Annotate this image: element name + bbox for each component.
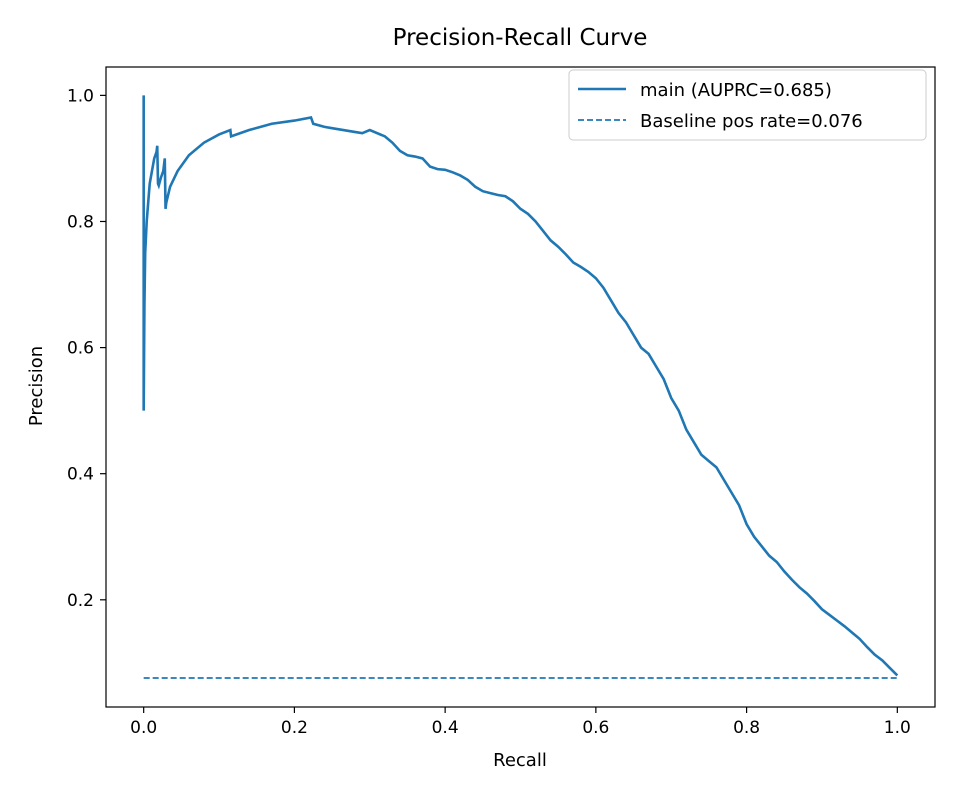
y-tick-label: 0.6 (67, 339, 94, 359)
series-line-main (142, 95, 899, 677)
x-tick-label: 0.8 (733, 718, 760, 738)
x-axis-label: Recall (493, 750, 547, 771)
x-tick-label: 0.0 (130, 718, 157, 738)
legend-label-baseline: Baseline pos rate=0.076 (640, 111, 863, 132)
y-axis-label: Precision (26, 346, 47, 426)
y-tick-label: 0.4 (67, 465, 94, 485)
plot-area (105, 66, 936, 708)
x-axis-ticks: 0.0 0.2 0.4 0.6 0.8 1.0 (130, 707, 911, 738)
y-tick-label: 0.2 (67, 591, 94, 611)
axes-frame (105, 66, 936, 708)
chart-title: Precision-Recall Curve (393, 25, 648, 51)
y-tick-label: 0.8 (67, 212, 94, 232)
legend: main (AUPRC=0.685) Baseline pos rate=0.0… (568, 69, 927, 141)
x-tick-label: 1.0 (884, 718, 911, 738)
x-tick-label: 0.6 (582, 718, 609, 738)
legend-box (568, 69, 927, 141)
y-axis-ticks: 0.2 0.4 0.6 0.8 1.0 (67, 86, 106, 611)
x-tick-label: 0.4 (432, 718, 459, 738)
legend-label-main: main (AUPRC=0.685) (640, 80, 832, 101)
x-tick-label: 0.2 (281, 718, 308, 738)
y-tick-label: 1.0 (67, 86, 94, 106)
